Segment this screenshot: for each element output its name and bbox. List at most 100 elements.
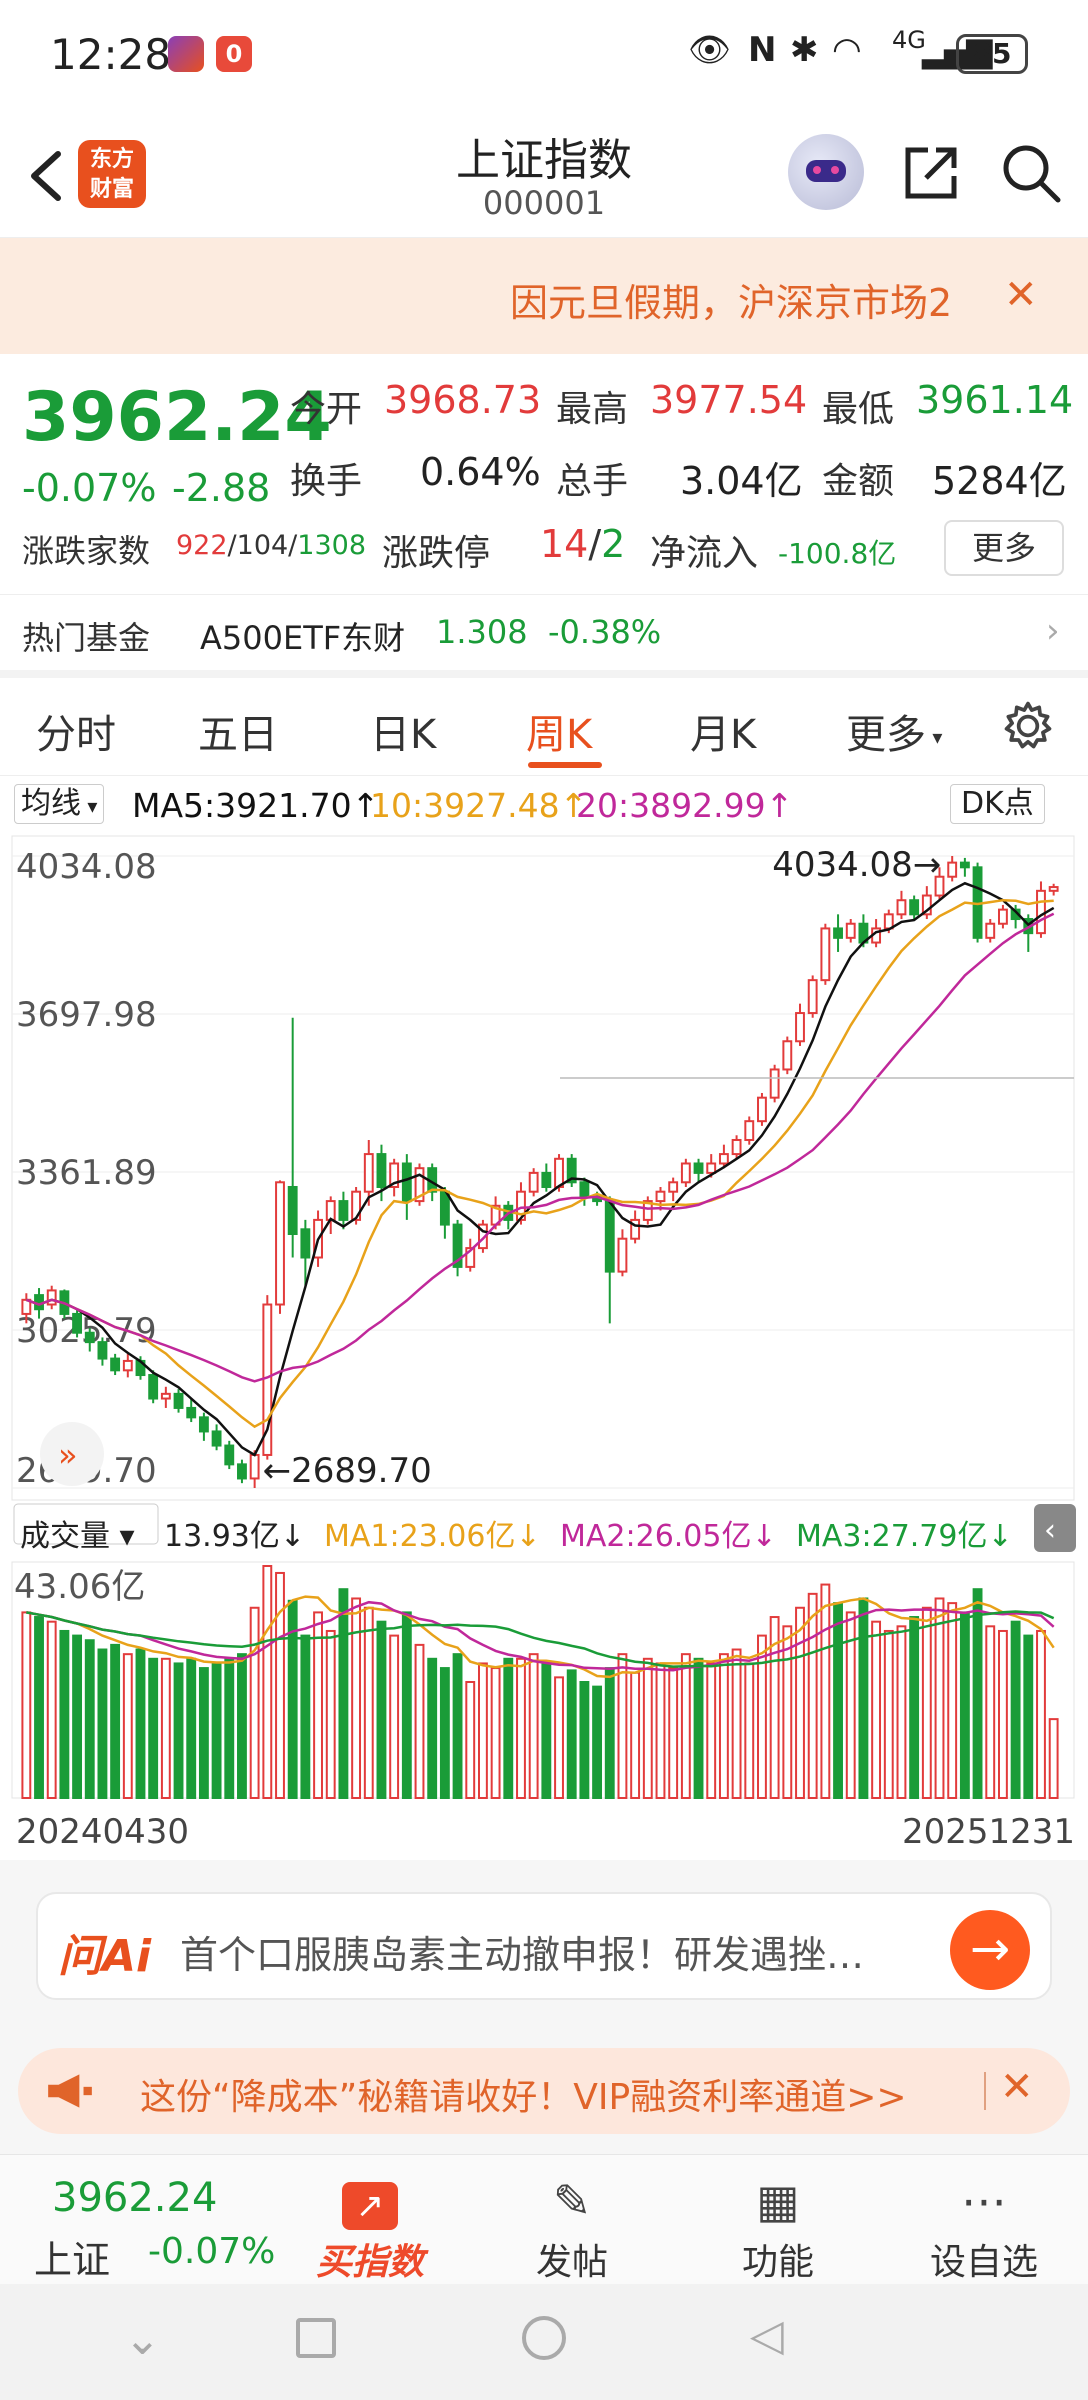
- kline-chart[interactable]: 4034.083697.983361.893025.792689.704034.…: [0, 832, 1088, 1800]
- alert-notification-icon: 0: [216, 36, 252, 72]
- tab-more[interactable]: 更多 ▾: [846, 712, 943, 758]
- search-icon[interactable]: [998, 140, 1064, 206]
- volume-bar: [592, 1685, 603, 1800]
- tab-monthly-k[interactable]: 月K: [690, 712, 757, 758]
- volume-bar: [909, 1616, 920, 1799]
- volume-bar: [706, 1662, 717, 1799]
- close-icon[interactable]: ✕: [1004, 272, 1038, 318]
- volume-bar: [34, 1616, 44, 1799]
- volume-bar: [566, 1669, 577, 1800]
- volume-bar: [744, 1662, 755, 1799]
- share-icon[interactable]: [898, 140, 964, 206]
- hot-fund-row[interactable]: 热门基金 A500ETF东财 1.308 -0.38% ›: [0, 594, 1088, 678]
- candle-body: [275, 1181, 285, 1306]
- wifi-icon: ◠: [832, 30, 862, 70]
- volume-bar: [1036, 1629, 1046, 1800]
- volume-bar: [97, 1648, 108, 1800]
- ai-headline[interactable]: 首个口服胰岛素主动撤申报！研发遇挫…: [180, 1933, 865, 1977]
- volume-bar: [972, 1588, 983, 1800]
- volume-value: 3.04亿: [680, 459, 803, 503]
- volume-bar: [883, 1629, 894, 1800]
- volume-bar: [782, 1625, 793, 1799]
- amount-value: 5284亿: [932, 459, 1067, 503]
- volume-bar: [439, 1667, 450, 1800]
- ma20-line: [25, 912, 1055, 1383]
- chevron-down-icon[interactable]: ⌄: [124, 2314, 161, 2365]
- nav-post[interactable]: ✎ 发帖: [492, 2169, 652, 2285]
- netflow-value: -100.8亿: [778, 537, 897, 570]
- change-pct: -0.07%: [22, 466, 157, 510]
- chevron-right-icon: ›: [1046, 611, 1060, 651]
- tab-five-day[interactable]: 五日: [198, 712, 278, 758]
- volume-bar: [655, 1662, 666, 1799]
- candle-body: [820, 927, 831, 982]
- candle-body: [325, 1200, 336, 1221]
- price-panel-frame: [11, 835, 1075, 1501]
- nav-buy-index[interactable]: ↗ 买指数: [290, 2169, 450, 2285]
- volume-bar: [1023, 1634, 1034, 1799]
- volume-bar: [858, 1597, 869, 1799]
- candle-body: [795, 1012, 805, 1043]
- promo-banner[interactable]: 这份“降成本”秘籍请收好！VIP融资利率通道>> ✕: [18, 2048, 1070, 2134]
- candle-body: [668, 1181, 679, 1193]
- tab-intraday[interactable]: 分时: [36, 712, 116, 758]
- candle-body: [211, 1430, 222, 1447]
- candle-body: [72, 1312, 83, 1334]
- volume-bar: [198, 1667, 209, 1800]
- settings-gear-icon[interactable]: [1000, 698, 1056, 754]
- volume-bar: [516, 1657, 526, 1799]
- recent-apps-icon[interactable]: [296, 2318, 336, 2358]
- candle-body: [186, 1406, 197, 1419]
- dk-point-button[interactable]: DK点: [950, 784, 1045, 824]
- volume-bar: [1010, 1620, 1021, 1799]
- ai-assistant-bar[interactable]: 问Ai 首个口服胰岛素主动撤申报！研发遇挫… →: [36, 1892, 1052, 2000]
- netflow-label: 净流入: [650, 533, 759, 574]
- volume-bar: [630, 1671, 641, 1799]
- back-triangle-icon[interactable]: ◁: [750, 2310, 784, 2361]
- candle-body: [237, 1463, 247, 1480]
- ma-selector[interactable]: 均线 ▾: [14, 784, 105, 824]
- open-value: 3968.73: [384, 378, 542, 422]
- expand-button[interactable]: [40, 1422, 104, 1486]
- volume-bar: [300, 1634, 311, 1799]
- volume-bar: [275, 1571, 285, 1800]
- arrow-right-icon[interactable]: →: [950, 1910, 1030, 1990]
- candle-body: [224, 1444, 235, 1466]
- breadth-flat: /104/: [227, 530, 298, 561]
- more-button[interactable]: 更多: [944, 520, 1064, 576]
- volume-bar: [769, 1616, 780, 1799]
- candle-body: [148, 1374, 159, 1400]
- amount-label: 金额: [822, 461, 895, 502]
- low-value: 3961.14: [916, 378, 1074, 422]
- nav-add-watchlist[interactable]: ⋯ 设自选: [904, 2169, 1064, 2285]
- back-arrow-icon[interactable]: [22, 146, 72, 206]
- holiday-notice-banner[interactable]: 因元旦假期，沪深京市场2 ✕: [0, 238, 1088, 354]
- candle-body: [465, 1247, 476, 1268]
- low-label: 最低: [822, 389, 895, 430]
- volume-bar: [313, 1611, 323, 1800]
- nav-functions[interactable]: ▦ 功能: [698, 2169, 858, 2285]
- index-code: 000001: [482, 184, 606, 222]
- candle-body: [718, 1153, 729, 1165]
- tab-weekly-k[interactable]: 周K: [526, 712, 593, 758]
- collapse-button[interactable]: [1034, 1504, 1076, 1552]
- grid-icon: ▦: [756, 2174, 800, 2228]
- volume-bar: [173, 1662, 184, 1799]
- tab-daily-k[interactable]: 日K: [370, 712, 437, 758]
- volume-bar: [820, 1583, 831, 1799]
- volume-bar: [46, 1620, 57, 1799]
- volume-bar: [401, 1611, 412, 1800]
- home-icon[interactable]: [522, 2316, 566, 2360]
- volume-selector[interactable]: [13, 1503, 159, 1545]
- ai-robot-icon[interactable]: [788, 134, 864, 210]
- volume-bar: [376, 1620, 387, 1799]
- volume-bar: [896, 1625, 907, 1799]
- close-icon[interactable]: ✕: [1000, 2064, 1034, 2110]
- quote-panel: 3962.24 -0.07% -2.88 今开 3968.73 最高 3977.…: [0, 354, 1088, 594]
- candle-body: [807, 979, 818, 1015]
- candle-body: [173, 1392, 184, 1409]
- candle-body: [84, 1331, 95, 1344]
- nav-mini-quote[interactable]: 3962.24 上证 -0.07%: [0, 2155, 290, 2285]
- volume-bar: [465, 1681, 476, 1799]
- app-notification-icon: [168, 36, 204, 72]
